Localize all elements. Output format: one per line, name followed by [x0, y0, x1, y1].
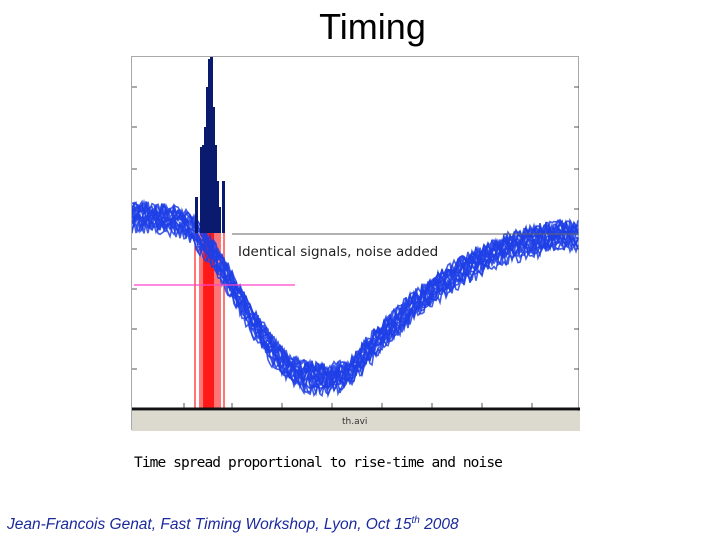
footer-text: Jean-Francois Genat, Fast Timing Worksho…: [7, 516, 412, 533]
footer-superscript: th: [411, 514, 420, 526]
status-strip: [132, 411, 580, 431]
waveform-trace: [132, 212, 579, 389]
histogram-bar: [210, 57, 213, 233]
histogram-bar: [218, 207, 221, 233]
footer-credit: Jean-Francois Genat, Fast Timing Worksho…: [7, 514, 459, 534]
noisy-waveform-band: [132, 198, 579, 399]
timing-histogram: [195, 57, 225, 233]
footer-year: 2008: [419, 516, 459, 533]
slide-title: Timing: [319, 6, 426, 47]
waveform-figure: Identical signals, noise added th.avi: [131, 56, 580, 431]
histogram-bar: [216, 181, 219, 233]
threshold-crossing-markers: [194, 233, 225, 409]
histogram-bar: [202, 145, 205, 233]
histogram-bar: [206, 87, 209, 233]
histogram-bar: [208, 59, 211, 233]
waveform-trace: [132, 201, 579, 377]
figure-caption: Time spread proportional to rise-time an…: [134, 455, 503, 471]
histogram-bar: [214, 145, 217, 233]
file-label: th.avi: [342, 417, 367, 427]
histogram-bar: [204, 127, 207, 233]
histogram-bar: [222, 181, 225, 233]
histogram-bar: [212, 107, 215, 233]
histogram-bar: [200, 147, 203, 233]
waveform-plot: Identical signals, noise added th.avi: [132, 57, 580, 431]
waveform-trace: [132, 219, 579, 399]
threshold-marker-cluster: [203, 233, 213, 409]
annotation-label: Identical signals, noise added: [238, 244, 438, 260]
histogram-bar: [195, 197, 198, 233]
